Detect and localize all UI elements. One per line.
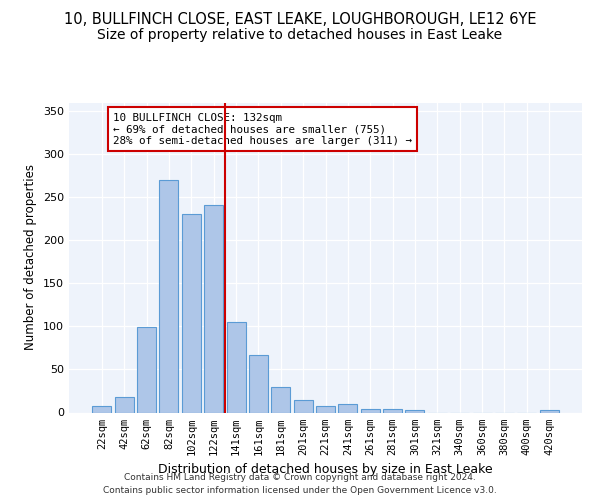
Text: 10 BULLFINCH CLOSE: 132sqm
← 69% of detached houses are smaller (755)
28% of sem: 10 BULLFINCH CLOSE: 132sqm ← 69% of deta… <box>113 113 412 146</box>
Bar <box>383 409 402 412</box>
Y-axis label: Number of detached properties: Number of detached properties <box>25 164 37 350</box>
Bar <box>338 404 358 412</box>
Bar <box>271 386 290 412</box>
Bar <box>204 205 223 412</box>
Bar <box>406 410 424 412</box>
Bar <box>115 397 134 412</box>
Bar <box>361 409 380 412</box>
Bar <box>92 406 112 412</box>
Bar <box>539 410 559 412</box>
Text: Contains public sector information licensed under the Open Government Licence v3: Contains public sector information licen… <box>103 486 497 495</box>
Bar <box>137 327 156 412</box>
Bar <box>293 400 313 412</box>
Text: 10, BULLFINCH CLOSE, EAST LEAKE, LOUGHBOROUGH, LE12 6YE: 10, BULLFINCH CLOSE, EAST LEAKE, LOUGHBO… <box>64 12 536 28</box>
Bar <box>160 180 178 412</box>
Bar <box>316 406 335 412</box>
X-axis label: Distribution of detached houses by size in East Leake: Distribution of detached houses by size … <box>158 463 493 476</box>
Text: Size of property relative to detached houses in East Leake: Size of property relative to detached ho… <box>97 28 503 42</box>
Bar <box>249 355 268 412</box>
Bar <box>182 214 201 412</box>
Bar <box>227 322 245 412</box>
Text: Contains HM Land Registry data © Crown copyright and database right 2024.: Contains HM Land Registry data © Crown c… <box>124 472 476 482</box>
